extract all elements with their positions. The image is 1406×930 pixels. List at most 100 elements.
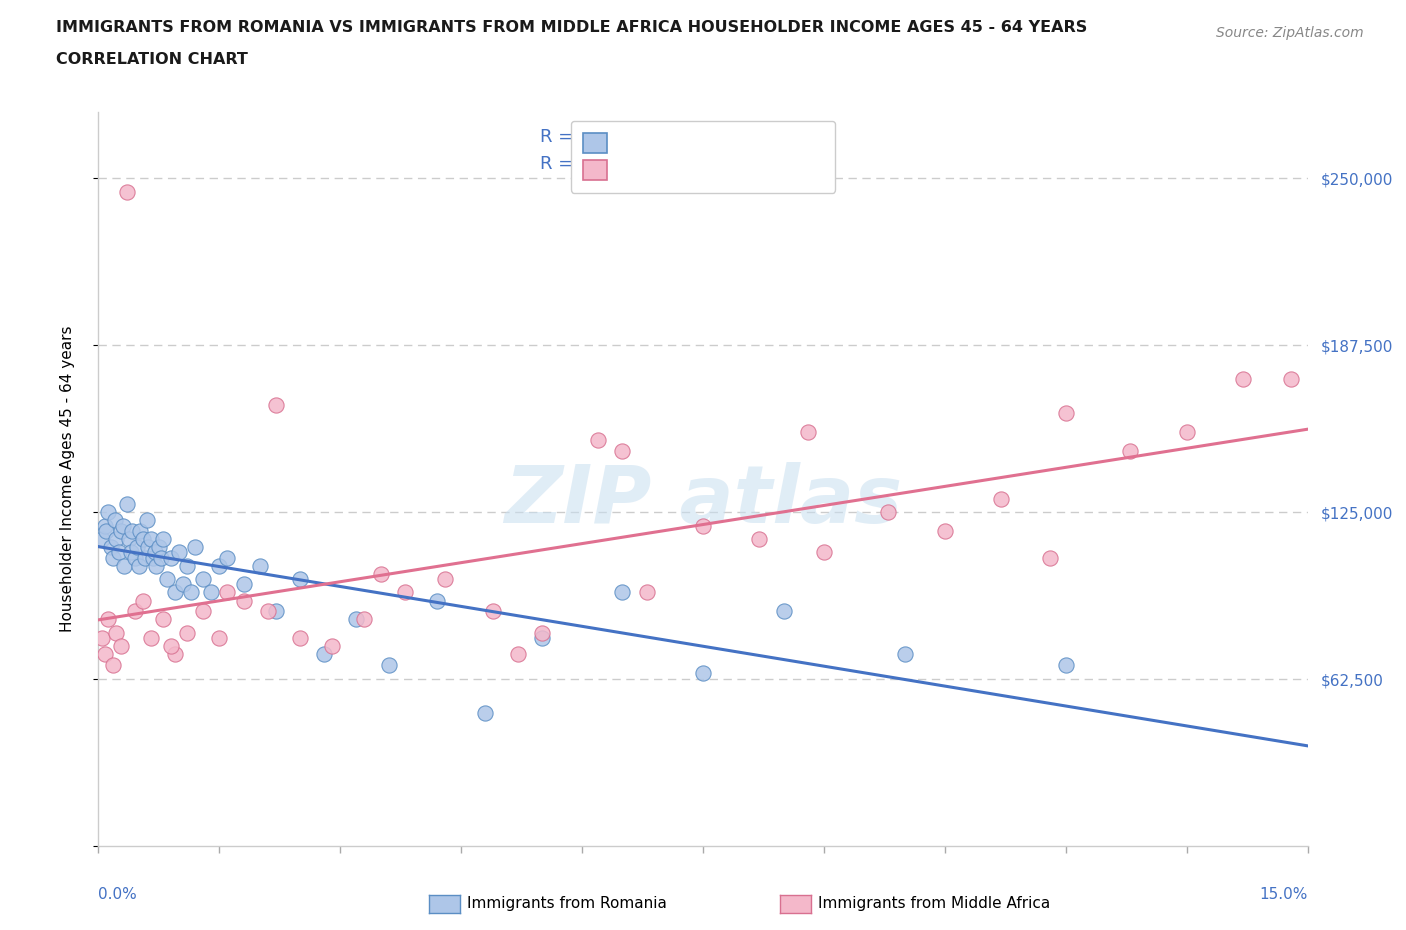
Point bbox=[530, 631, 553, 645]
Point bbox=[111, 518, 134, 533]
Point bbox=[344, 612, 367, 627]
Point bbox=[321, 639, 343, 654]
Point bbox=[124, 551, 146, 565]
Point bbox=[138, 539, 160, 554]
Point bbox=[748, 532, 770, 547]
Point bbox=[1119, 444, 1142, 458]
Y-axis label: Householder Income Ages 45 - 64 years: Householder Income Ages 45 - 64 years bbox=[60, 326, 75, 632]
Point bbox=[135, 513, 157, 528]
Point bbox=[120, 545, 142, 560]
Point bbox=[353, 612, 375, 627]
Point bbox=[692, 665, 714, 680]
Point bbox=[124, 604, 146, 618]
Point bbox=[813, 545, 835, 560]
Point bbox=[167, 545, 190, 560]
Text: 0.0%: 0.0% bbox=[98, 886, 138, 902]
Point bbox=[94, 518, 117, 533]
Point bbox=[256, 604, 278, 618]
Point bbox=[217, 551, 239, 565]
Point bbox=[176, 625, 198, 640]
Text: 15.0%: 15.0% bbox=[1260, 886, 1308, 902]
Point bbox=[91, 631, 114, 645]
Point bbox=[184, 539, 207, 554]
Point bbox=[288, 631, 311, 645]
Point bbox=[152, 612, 174, 627]
Point bbox=[434, 572, 457, 587]
Point bbox=[132, 532, 155, 547]
Point bbox=[1054, 406, 1077, 421]
Point bbox=[232, 577, 254, 591]
Text: CORRELATION CHART: CORRELATION CHART bbox=[56, 52, 247, 67]
Text: -0.266: -0.266 bbox=[576, 128, 640, 146]
Point bbox=[636, 585, 658, 600]
Text: R =: R = bbox=[540, 155, 579, 174]
Point bbox=[139, 631, 162, 645]
Point bbox=[208, 631, 231, 645]
Point bbox=[145, 558, 167, 573]
Point bbox=[1175, 425, 1198, 440]
Text: Source: ZipAtlas.com: Source: ZipAtlas.com bbox=[1216, 26, 1364, 40]
Text: IMMIGRANTS FROM ROMANIA VS IMMIGRANTS FROM MIDDLE AFRICA HOUSEHOLDER INCOME AGES: IMMIGRANTS FROM ROMANIA VS IMMIGRANTS FR… bbox=[56, 20, 1087, 35]
Point bbox=[91, 532, 114, 547]
Point bbox=[100, 539, 122, 554]
Point bbox=[107, 545, 129, 560]
Point bbox=[200, 585, 222, 600]
Point bbox=[97, 612, 120, 627]
Point bbox=[115, 184, 138, 199]
Point bbox=[264, 398, 287, 413]
Point bbox=[612, 585, 634, 600]
Point bbox=[150, 551, 173, 565]
Point bbox=[506, 646, 529, 661]
Point bbox=[128, 558, 150, 573]
Point bbox=[163, 585, 186, 600]
Point bbox=[101, 551, 124, 565]
Point bbox=[208, 558, 231, 573]
Point bbox=[1232, 371, 1254, 386]
Point bbox=[1281, 371, 1303, 386]
Text: N =: N = bbox=[652, 128, 704, 146]
Point bbox=[193, 572, 215, 587]
Point bbox=[370, 566, 392, 581]
Point bbox=[474, 705, 496, 720]
Legend:                                     ,                                     : , bbox=[571, 121, 835, 193]
Text: R =: R = bbox=[540, 128, 579, 146]
Point bbox=[990, 492, 1012, 507]
Point bbox=[180, 585, 202, 600]
Point bbox=[118, 532, 141, 547]
Point bbox=[139, 532, 162, 547]
Point bbox=[105, 625, 128, 640]
Point bbox=[143, 545, 166, 560]
Point bbox=[127, 539, 149, 554]
Point bbox=[172, 577, 194, 591]
Point bbox=[160, 551, 183, 565]
Point bbox=[193, 604, 215, 618]
Point bbox=[797, 425, 820, 440]
Point bbox=[94, 646, 117, 661]
Text: 58: 58 bbox=[700, 128, 725, 146]
Point bbox=[612, 444, 634, 458]
Point bbox=[163, 646, 186, 661]
Point bbox=[217, 585, 239, 600]
Point bbox=[232, 593, 254, 608]
Point bbox=[893, 646, 915, 661]
Text: 0.574: 0.574 bbox=[576, 155, 640, 174]
Point bbox=[264, 604, 287, 618]
Point bbox=[96, 524, 118, 538]
Text: ZIP atlas: ZIP atlas bbox=[503, 462, 903, 540]
Point bbox=[772, 604, 794, 618]
Text: Immigrants from Romania: Immigrants from Romania bbox=[467, 897, 666, 911]
Point bbox=[176, 558, 198, 573]
Text: Immigrants from Middle Africa: Immigrants from Middle Africa bbox=[818, 897, 1050, 911]
Point bbox=[129, 524, 152, 538]
Text: N =: N = bbox=[652, 155, 704, 174]
Point bbox=[1039, 551, 1062, 565]
Point bbox=[121, 524, 143, 538]
Point bbox=[288, 572, 311, 587]
Point bbox=[586, 432, 609, 447]
Point bbox=[314, 646, 336, 661]
Point bbox=[692, 518, 714, 533]
Point bbox=[134, 551, 156, 565]
Point bbox=[142, 551, 165, 565]
Point bbox=[530, 625, 553, 640]
Point bbox=[426, 593, 449, 608]
